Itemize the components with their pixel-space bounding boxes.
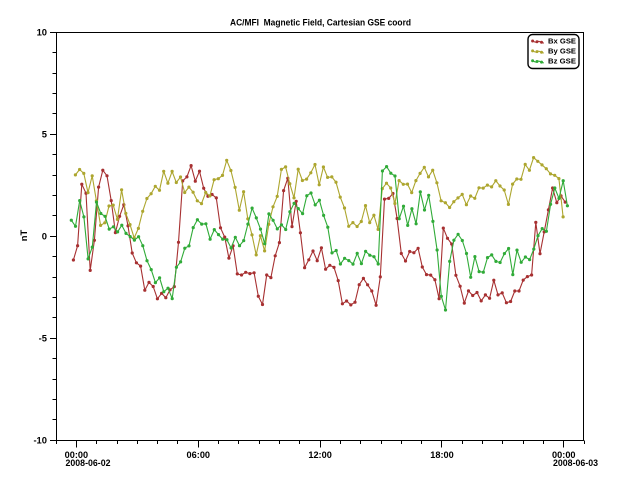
svg-text:00:00: 00:00	[552, 450, 576, 460]
svg-text:2008-06-03: 2008-06-03	[553, 458, 598, 468]
svg-text:10: 10	[37, 27, 47, 38]
svg-text:18:00: 18:00	[430, 450, 454, 460]
svg-text:Bz GSE: Bz GSE	[548, 57, 576, 66]
svg-text:0: 0	[42, 231, 47, 242]
svg-text:nT: nT	[18, 230, 29, 242]
svg-text:-10: -10	[33, 435, 47, 446]
svg-text:-5: -5	[39, 333, 47, 344]
svg-text:By GSE: By GSE	[548, 47, 576, 56]
svg-text:12:00: 12:00	[308, 450, 332, 460]
svg-text:AC/MFI Magnetic Field, Cartes: AC/MFI Magnetic Field, Cartesian GSE coo…	[230, 17, 411, 28]
svg-text:06:00: 06:00	[187, 450, 211, 460]
svg-text:Bx GSE: Bx GSE	[548, 37, 576, 46]
svg-text:00:00: 00:00	[65, 450, 89, 460]
svg-text:5: 5	[42, 129, 47, 140]
svg-text:2008-06-02: 2008-06-02	[66, 458, 111, 468]
